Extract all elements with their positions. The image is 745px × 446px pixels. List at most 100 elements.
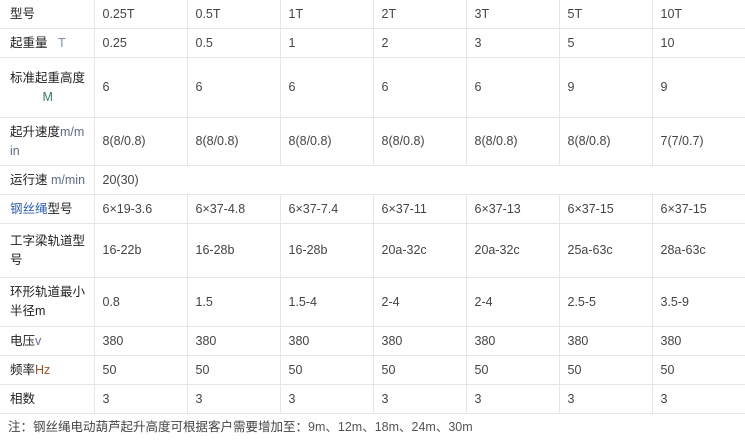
cell-ibeam-track-0: 16-22b — [94, 223, 188, 278]
cell-hoisting-speed-3: 8(8/0.8) — [373, 117, 467, 166]
cell-min-curve-radius-2: 1.5-4 — [280, 277, 374, 327]
table-row-hoisting-speed: 起升速度m/min 8(8/0.8) 8(8/0.8) 8(8/0.8) 8(8… — [0, 117, 745, 166]
row-label-travelling-speed: 运行速 m/min — [0, 165, 95, 195]
row-label-unit: m/min — [10, 124, 85, 158]
row-label-text: 电压 — [10, 333, 36, 348]
cell-frequency-1: 50 — [187, 355, 281, 385]
row-label-text: 型号 — [10, 6, 36, 21]
table-row-travelling-speed: 运行速 m/min 20(30) — [0, 165, 745, 195]
cell-hoisting-speed-5: 8(8/0.8) — [559, 117, 653, 166]
cell-voltage-1: 380 — [187, 326, 281, 356]
cell-phases-1: 3 — [187, 384, 281, 414]
cell-frequency-0: 50 — [94, 355, 188, 385]
cell-frequency-5: 50 — [559, 355, 653, 385]
cell-lifting-height-5: 9 — [559, 57, 653, 118]
cell-phases-6: 3 — [652, 384, 745, 414]
cell-voltage-2: 380 — [280, 326, 374, 356]
table-row-phases: 相数 3 3 3 3 3 3 3 — [0, 384, 745, 414]
table-row-voltage: 电压v 380 380 380 380 380 380 380 — [0, 326, 745, 356]
row-label-text-line2: 号 — [10, 252, 23, 267]
cell-model-4: 3T — [466, 0, 560, 29]
cell-wire-rope-4: 6×37-13 — [466, 194, 560, 224]
wire-rope-link[interactable]: 钢丝绳 — [10, 201, 48, 216]
table-row-model: 型号 0.25T 0.5T 1T 2T 3T 5T 10T — [0, 0, 745, 29]
table-row-capacity: 起重量 T 0.25 0.5 1 2 3 5 10 — [0, 28, 745, 58]
cell-min-curve-radius-4: 2-4 — [466, 277, 560, 327]
row-label-wire-rope: 钢丝绳型号 — [0, 194, 95, 224]
row-label-lifting-height: 标准起重高度 M — [0, 57, 95, 118]
cell-lifting-height-1: 6 — [187, 57, 281, 118]
row-label-ibeam-track: 工字梁轨道型 号 — [0, 223, 95, 278]
cell-model-3: 2T — [373, 0, 467, 29]
row-label-text: 起升速度 — [10, 124, 61, 139]
cell-ibeam-track-1: 16-28b — [187, 223, 281, 278]
row-label-capacity: 起重量 T — [0, 28, 95, 58]
cell-capacity-0: 0.25 — [94, 28, 188, 58]
row-label-frequency: 频率Hz — [0, 355, 95, 385]
cell-ibeam-track-2: 16-28b — [280, 223, 374, 278]
row-label-unit: m/min — [51, 172, 86, 187]
cell-frequency-6: 50 — [652, 355, 745, 385]
cell-voltage-6: 380 — [652, 326, 745, 356]
cell-wire-rope-0: 6×19-3.6 — [94, 194, 188, 224]
cell-travelling-speed-all: 20(30) — [94, 165, 745, 195]
table-row-wire-rope: 钢丝绳型号 6×19-3.6 6×37-4.8 6×37-7.4 6×37-11… — [0, 194, 745, 224]
row-label-unit: v — [35, 333, 42, 348]
cell-lifting-height-2: 6 — [280, 57, 374, 118]
row-label-text: 运行速 — [10, 172, 48, 187]
cell-frequency-4: 50 — [466, 355, 560, 385]
cell-voltage-3: 380 — [373, 326, 467, 356]
cell-ibeam-track-4: 20a-32c — [466, 223, 560, 278]
cell-phases-4: 3 — [466, 384, 560, 414]
cell-wire-rope-6: 6×37-15 — [652, 194, 745, 224]
cell-phases-2: 3 — [280, 384, 374, 414]
cell-min-curve-radius-0: 0.8 — [94, 277, 188, 327]
cell-wire-rope-3: 6×37-11 — [373, 194, 467, 224]
cell-capacity-3: 2 — [373, 28, 467, 58]
row-label-text: 标准起重高度 — [10, 70, 86, 85]
cell-hoisting-speed-1: 8(8/0.8) — [187, 117, 281, 166]
row-label-model: 型号 — [0, 0, 95, 29]
cell-ibeam-track-5: 25a-63c — [559, 223, 653, 278]
row-label-text: 工字梁轨道型 — [10, 233, 86, 248]
cell-capacity-6: 10 — [652, 28, 745, 58]
table-row-min-curve-radius: 环形轨道最小 半径m 0.8 1.5 1.5-4 2-4 2-4 2.5-5 3… — [0, 277, 745, 327]
cell-wire-rope-1: 6×37-4.8 — [187, 194, 281, 224]
cell-lifting-height-6: 9 — [652, 57, 745, 118]
cell-frequency-2: 50 — [280, 355, 374, 385]
row-label-phases: 相数 — [0, 384, 95, 414]
cell-model-2: 1T — [280, 0, 374, 29]
table-row-lifting-height: 标准起重高度 M 6 6 6 6 6 9 9 — [0, 57, 745, 118]
cell-phases-3: 3 — [373, 384, 467, 414]
note-heights: 9m、12m、18m、24m、30m — [308, 420, 473, 434]
row-label-hoisting-speed: 起升速度m/min — [0, 117, 95, 166]
cell-min-curve-radius-6: 3.5-9 — [652, 277, 745, 327]
row-label-voltage: 电压v — [0, 326, 95, 356]
row-label-text: 频率 — [10, 362, 36, 377]
cell-min-curve-radius-1: 1.5 — [187, 277, 281, 327]
row-label-unit: M — [42, 89, 53, 104]
cell-wire-rope-5: 6×37-15 — [559, 194, 653, 224]
table-row-frequency: 频率Hz 50 50 50 50 50 50 50 — [0, 355, 745, 385]
table-row-ibeam-track: 工字梁轨道型 号 16-22b 16-28b 16-28b 20a-32c 20… — [0, 223, 745, 278]
row-label-unit: Hz — [35, 362, 51, 377]
note-cell: 注：钢丝绳电动葫芦起升高度可根据客户需要增加至：9m、12m、18m、24m、3… — [0, 414, 745, 441]
cell-capacity-5: 5 — [559, 28, 653, 58]
row-label-text-line2: 半径m — [10, 304, 46, 318]
row-label-text: 型号 — [47, 201, 73, 216]
cell-lifting-height-4: 6 — [466, 57, 560, 118]
cell-phases-0: 3 — [94, 384, 188, 414]
cell-model-5: 5T — [559, 0, 653, 29]
cell-capacity-2: 1 — [280, 28, 374, 58]
cell-voltage-5: 380 — [559, 326, 653, 356]
cell-lifting-height-3: 6 — [373, 57, 467, 118]
cell-lifting-height-0: 6 — [94, 57, 188, 118]
cell-hoisting-speed-6: 7(7/0.7) — [652, 117, 745, 166]
cell-hoisting-speed-2: 8(8/0.8) — [280, 117, 374, 166]
cell-hoisting-speed-0: 8(8/0.8) — [94, 117, 188, 166]
cell-frequency-3: 50 — [373, 355, 467, 385]
row-label-text: 起重量 — [10, 35, 48, 50]
cell-wire-rope-2: 6×37-7.4 — [280, 194, 374, 224]
